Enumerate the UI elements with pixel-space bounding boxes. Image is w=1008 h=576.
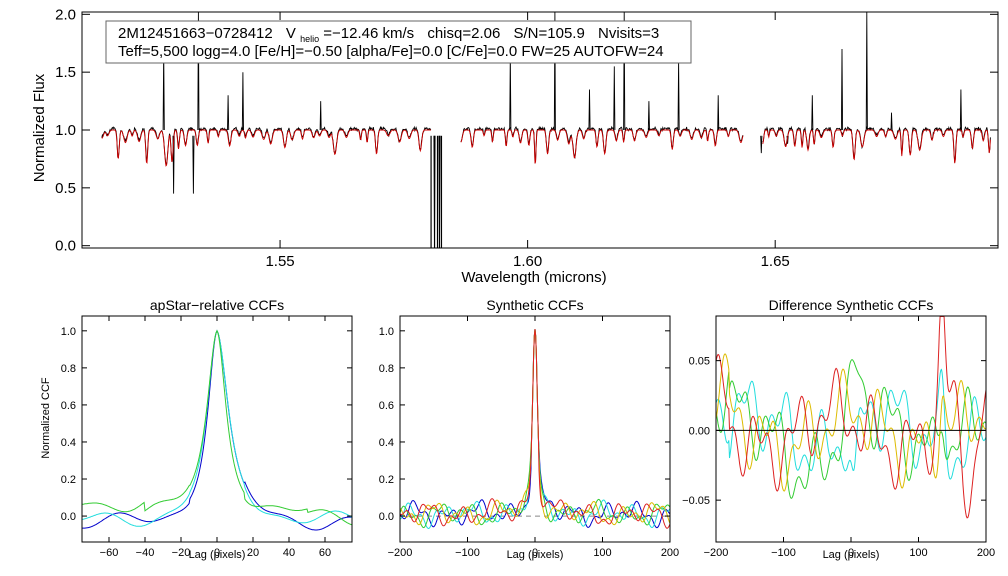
spectrum-ylabel: Normalized Flux	[31, 73, 48, 182]
spectrum-ticks: 1.55 1.60 1.65 0.0 0.5 1.0 1.5 2.0	[55, 6, 998, 270]
diff-xtick-label: 0	[848, 547, 854, 559]
synth-title: Synthetic CCFs	[486, 297, 583, 313]
synth-xtick-label: −200	[388, 547, 413, 559]
diff-xtick-label: 200	[977, 547, 995, 559]
synth-ytick-label: 0.8	[379, 363, 394, 375]
spectrum-observed-line	[760, 12, 991, 163]
spectrum-ytick-label: 2.0	[55, 6, 76, 23]
synth-ytick-label: 0.4	[379, 437, 394, 449]
apstar-axes-frame	[81, 315, 353, 543]
info-vhelio-symbol: V	[286, 25, 296, 42]
synth-ytick-label: 0.6	[379, 400, 394, 412]
diff-ytick-label: 0.00	[689, 425, 710, 437]
diff-ccf-line	[715, 359, 987, 499]
apstar-ccf-line	[81, 329, 353, 526]
apstar-ytick-label: 1.0	[61, 326, 76, 338]
apstar-xtick-label: 60	[319, 547, 331, 559]
apstar-xtick-label: 20	[247, 547, 259, 559]
info-vhelio-sub: helio	[300, 34, 319, 44]
diff-ytick-label: 0.05	[689, 356, 710, 368]
spectrum-model-line	[762, 129, 991, 164]
diff-ccf-line	[715, 368, 987, 480]
synth-ccf-line	[399, 328, 671, 529]
apstar-ccf-lines	[81, 329, 353, 531]
spectrum-xtick-label: 1.65	[761, 253, 790, 270]
apstar-xtick-label: −20	[172, 547, 191, 559]
synthetic-ccf-panel: Synthetic CCFs −200 −100 0 100 200 0.0 0.2 0.4 0…	[379, 297, 679, 561]
info-box: 2M12451663−0728412 V helio =−12.46 km/s …	[105, 20, 692, 64]
synth-xtick-label: −100	[455, 547, 480, 559]
synth-ccf-line	[399, 328, 671, 529]
apstar-xtick-label: −60	[100, 547, 119, 559]
diff-ccf-line	[715, 353, 987, 492]
info-snr: S/N=105.9	[514, 25, 585, 42]
diff-ytick-label: −0.05	[682, 495, 710, 507]
info-box-frame	[105, 20, 692, 64]
synth-ytick-label: 1.0	[379, 326, 394, 338]
info-line-2: Teff=5,500 logg=4.0 [Fe/H]=−0.50 [alpha/…	[118, 43, 664, 60]
synthetic-ccf-lines	[399, 328, 671, 530]
apstar-ccf-line	[81, 329, 353, 527]
spectrum-lines	[101, 12, 991, 248]
apstar-ytick-label: 0.6	[61, 400, 76, 412]
synth-ccf-line	[399, 328, 671, 530]
apstar-ytick-label: 0.8	[61, 363, 76, 375]
synth-xtick-label: 0	[532, 547, 538, 559]
diff-xtick-label: 100	[909, 547, 927, 559]
difference-ccf-lines	[715, 316, 987, 519]
apstar-xtick-label: 0	[214, 547, 220, 559]
diff-ticks: −200 −100 0 100 200 −0.05 0.00 0.05	[682, 316, 995, 559]
synth-ytick-label: 0.2	[379, 474, 394, 486]
apstar-ccf-panel: apStar−relative CCFs −60 −40 −20 0 20 40 60 0.0…	[40, 297, 353, 561]
spectrum-ytick-label: 0.5	[55, 180, 76, 197]
info-line-1: 2M12451663−0728412 V helio =−12.46 km/s …	[118, 25, 659, 46]
spectrum-panel: 1.55 1.60 1.65 0.0 0.5 1.0 1.5 2.0 2M12451663−0…	[31, 6, 999, 286]
spectrum-ytick-label: 0.0	[55, 238, 76, 255]
diff-xtick-label: −100	[771, 547, 796, 559]
synth-xtick-label: 100	[593, 547, 611, 559]
info-vhelio-value: =−12.46 km/s	[323, 25, 414, 42]
spectrum-model-line	[101, 129, 431, 167]
spectrum-xtick-label: 1.60	[513, 253, 542, 270]
synth-xlabel: Lag (pixels)	[507, 549, 564, 561]
spectrum-xlabel: Wavelength (microns)	[461, 269, 606, 286]
synth-ytick-label: 0.0	[379, 511, 394, 523]
apstar-ticks: −60 −40 −20 0 20 40 60 0.0 0.2 0.4 0.6 0.8 1.0	[61, 316, 352, 559]
apstar-ccf-line	[82, 329, 352, 531]
spectrum-model-line	[460, 129, 744, 164]
apstar-ytick-label: 0.2	[61, 474, 76, 486]
apstar-ylabel: Normalized CCF	[40, 377, 52, 459]
spectrum-ytick-label: 1.5	[55, 64, 76, 81]
difference-ccf-panel: Difference Synthetic CCFs −200 −100 0 100 20…	[682, 297, 995, 561]
apstar-title: apStar−relative CCFs	[150, 297, 284, 313]
apstar-xtick-label: −40	[136, 547, 155, 559]
diff-xlabel: Lag (pixels)	[823, 549, 880, 561]
apstar-ytick-label: 0.4	[61, 437, 76, 449]
spectrum-ytick-label: 1.0	[55, 122, 76, 139]
info-star: 2M12451663−0728412	[118, 25, 273, 42]
synth-ccf-line	[399, 328, 671, 529]
apstar-xtick-label: 40	[283, 547, 295, 559]
info-nvisits: Nvisits=3	[598, 25, 659, 42]
apstar-xlabel: Lag (pixels)	[189, 549, 246, 561]
info-chisq: chisq=2.06	[427, 25, 500, 42]
synth-xtick-label: 200	[661, 547, 679, 559]
spectrum-xtick-label: 1.55	[265, 253, 294, 270]
apstar-ytick-label: 0.0	[61, 511, 76, 523]
synth-ticks: −200 −100 0 100 200 0.0 0.2 0.4 0.6 0.8 1.0	[379, 316, 679, 559]
synth-ccf-line	[399, 328, 671, 526]
diff-xtick-label: −200	[704, 547, 729, 559]
diff-title: Difference Synthetic CCFs	[769, 297, 934, 313]
